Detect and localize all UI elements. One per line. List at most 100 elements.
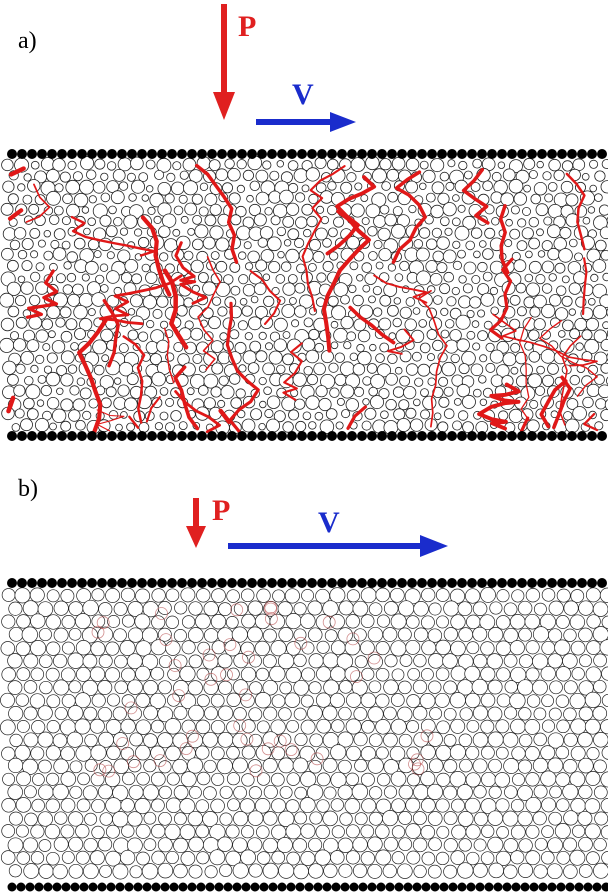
force-chain bbox=[489, 257, 514, 340]
wall-particle bbox=[437, 149, 447, 159]
particle bbox=[43, 229, 51, 238]
wall-particle bbox=[577, 431, 587, 441]
particle bbox=[210, 614, 227, 630]
particle bbox=[187, 627, 204, 643]
particle bbox=[353, 707, 368, 721]
particle bbox=[385, 372, 398, 386]
particle bbox=[75, 613, 91, 630]
particle bbox=[75, 850, 90, 865]
particle bbox=[390, 613, 407, 630]
particle bbox=[309, 733, 324, 748]
particle bbox=[38, 627, 52, 642]
particle bbox=[94, 158, 106, 170]
particle bbox=[276, 226, 287, 237]
weak-contact bbox=[93, 763, 107, 777]
wall-particle bbox=[427, 149, 437, 159]
particle bbox=[379, 158, 392, 171]
wall-particle bbox=[197, 431, 207, 441]
particle bbox=[513, 192, 528, 206]
wall-particle bbox=[107, 149, 117, 159]
particle bbox=[477, 309, 486, 318]
particle bbox=[30, 271, 41, 282]
particle bbox=[517, 785, 533, 801]
particle bbox=[550, 317, 561, 328]
force-chain bbox=[25, 269, 59, 319]
particle bbox=[262, 837, 278, 854]
particle bbox=[413, 627, 429, 642]
particle bbox=[105, 360, 121, 376]
particle bbox=[375, 824, 390, 839]
particle bbox=[260, 249, 275, 263]
particle bbox=[179, 665, 196, 682]
particle bbox=[465, 588, 481, 604]
particle bbox=[256, 851, 271, 865]
wall-particle bbox=[487, 149, 497, 159]
particle bbox=[195, 613, 211, 630]
particle bbox=[561, 160, 574, 172]
particle bbox=[92, 339, 107, 355]
particle bbox=[52, 653, 68, 669]
particle bbox=[495, 719, 510, 734]
weak-contact bbox=[185, 729, 199, 743]
particle bbox=[120, 587, 136, 603]
particle bbox=[436, 825, 450, 839]
particle bbox=[149, 692, 166, 709]
particle bbox=[187, 757, 204, 774]
wall-particle bbox=[487, 578, 497, 588]
particle bbox=[367, 863, 383, 879]
particle bbox=[217, 399, 226, 408]
particle bbox=[127, 329, 139, 341]
particle bbox=[533, 732, 547, 747]
particle bbox=[271, 798, 286, 814]
force-arrow-head bbox=[186, 526, 206, 548]
particle bbox=[270, 772, 285, 787]
particle bbox=[268, 190, 282, 204]
particle bbox=[23, 863, 40, 879]
particle bbox=[443, 811, 458, 826]
particle bbox=[417, 363, 431, 377]
wall-particle bbox=[337, 578, 347, 588]
particle bbox=[391, 668, 405, 682]
particle bbox=[541, 588, 556, 602]
particle bbox=[302, 411, 312, 421]
particle bbox=[198, 206, 209, 217]
particle bbox=[112, 168, 126, 182]
particle bbox=[466, 719, 480, 733]
force-chain bbox=[387, 328, 415, 355]
particle bbox=[179, 170, 189, 180]
particle bbox=[76, 588, 92, 604]
particle bbox=[398, 680, 412, 695]
wall-particle bbox=[287, 578, 297, 588]
particle bbox=[138, 172, 149, 183]
particle bbox=[303, 317, 314, 328]
particle bbox=[120, 718, 136, 735]
particle bbox=[428, 837, 442, 852]
particle bbox=[209, 203, 222, 216]
particle bbox=[136, 771, 150, 786]
particle bbox=[421, 640, 437, 656]
particle bbox=[383, 836, 399, 852]
wall-particle bbox=[397, 578, 407, 588]
particle bbox=[135, 719, 152, 735]
wall-particle bbox=[592, 882, 602, 892]
force-chain bbox=[197, 256, 221, 371]
wall-particle bbox=[439, 882, 449, 892]
particle bbox=[242, 350, 257, 365]
particle bbox=[173, 629, 187, 643]
particle bbox=[452, 420, 463, 431]
wall-particle bbox=[547, 882, 557, 892]
particle bbox=[281, 261, 292, 272]
particle bbox=[599, 294, 608, 308]
particle bbox=[426, 238, 438, 250]
wall-particle bbox=[217, 431, 227, 441]
particle bbox=[21, 237, 34, 250]
particle bbox=[285, 666, 302, 683]
wall-particle bbox=[117, 578, 127, 588]
particle bbox=[226, 692, 241, 707]
particle bbox=[339, 812, 353, 826]
particle bbox=[600, 409, 608, 422]
wall-particle bbox=[587, 431, 597, 441]
particle bbox=[478, 240, 487, 248]
particle bbox=[156, 295, 169, 308]
particle bbox=[421, 587, 436, 603]
